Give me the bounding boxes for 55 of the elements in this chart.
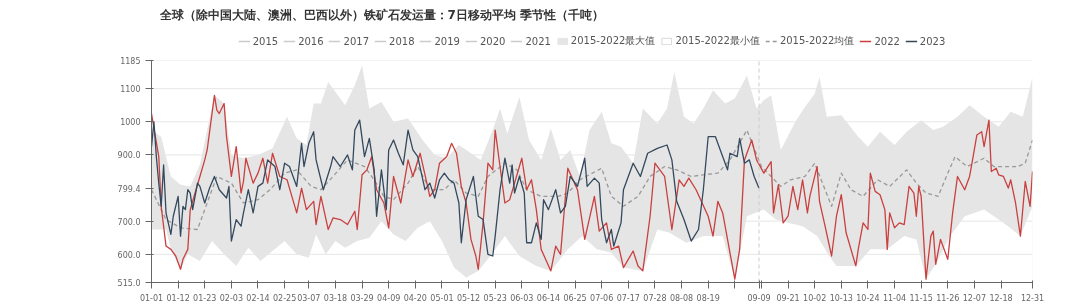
x-tick-label: 05-23 bbox=[483, 293, 507, 303]
x-tick-label: 08-08 bbox=[669, 293, 694, 303]
x-tick-label: 02-14 bbox=[246, 293, 270, 303]
x-tick-label: 03-29 bbox=[350, 293, 374, 303]
legend-label: 2022 bbox=[874, 35, 900, 47]
x-tick-label: 11-15 bbox=[909, 293, 933, 303]
x-tick-label: 03-18 bbox=[323, 293, 348, 303]
x-tick-label: 07-28 bbox=[643, 293, 667, 303]
y-tick-label: 515.0 bbox=[117, 279, 141, 288]
x-tick-label: 09-21 bbox=[776, 293, 800, 303]
x-tick-label: 10-02 bbox=[803, 293, 827, 303]
legend-label: 2016 bbox=[298, 35, 324, 47]
legend-label: 2021 bbox=[525, 35, 551, 47]
y-tick-label: 700.0 bbox=[117, 217, 141, 227]
legend-label: 2015-2022最小值 bbox=[675, 34, 760, 48]
y-tick-label: 1000 bbox=[120, 118, 141, 128]
x-tick-label: 10-24 bbox=[856, 293, 880, 303]
legend-label: 2015-2022最大值 bbox=[570, 34, 656, 48]
y-tick-label: 600.0 bbox=[117, 250, 141, 260]
ref-line-label: 09-09 bbox=[747, 293, 771, 303]
x-tick-label: 03-07 bbox=[297, 293, 321, 303]
y-tick-label: 799.4 bbox=[117, 184, 141, 194]
x-tick-label: 01-01 bbox=[139, 293, 164, 303]
x-tick-label: 12-07 bbox=[962, 293, 987, 303]
chart-title: 全球（除中国大陆、澳洲、巴西以外）铁矿石发运量：7日移动平均 季节性（千吨） bbox=[158, 7, 605, 22]
legend-label: 2020 bbox=[479, 35, 506, 47]
y-tick-label: 900.0 bbox=[117, 151, 141, 161]
legend-label: 2015 bbox=[252, 35, 279, 47]
y-tick-label: 1100 bbox=[120, 85, 141, 95]
x-tick-label: 06-25 bbox=[563, 293, 587, 303]
x-tick-label: 07-06 bbox=[590, 293, 614, 303]
x-tick-label: 12-31 bbox=[1020, 293, 1045, 303]
x-tick-label: 01-23 bbox=[193, 293, 217, 303]
x-tick-label: 05-01 bbox=[430, 293, 454, 303]
legend-label: 2015-2022均值 bbox=[779, 34, 855, 48]
x-tick-label: 11-26 bbox=[936, 293, 960, 303]
x-tick-label: 02-25 bbox=[273, 293, 297, 303]
x-tick-label: 11-04 bbox=[882, 293, 907, 303]
legend-label: 2019 bbox=[434, 35, 460, 47]
legend-label: 2023 bbox=[919, 35, 946, 47]
x-tick-label: 10-13 bbox=[829, 293, 853, 303]
legend-label: 2017 bbox=[343, 35, 370, 47]
x-tick-label: 01-12 bbox=[166, 293, 190, 303]
x-tick-label: 08-19 bbox=[696, 293, 720, 303]
legend-label: 2018 bbox=[389, 35, 415, 47]
x-tick-label: 06-03 bbox=[510, 293, 534, 303]
x-tick-label: 06-14 bbox=[536, 293, 561, 303]
line-series bbox=[151, 119, 760, 257]
x-tick-label: 05-12 bbox=[456, 293, 481, 303]
y-tick-label: 1185 bbox=[120, 57, 141, 66]
x-tick-label: 12-18 bbox=[989, 293, 1013, 303]
x-tick-label: 04-09 bbox=[377, 293, 401, 303]
x-tick-label: 07-17 bbox=[616, 293, 640, 303]
x-tick-label: 04-20 bbox=[403, 293, 427, 303]
x-tick-label: 02-03 bbox=[219, 293, 243, 303]
